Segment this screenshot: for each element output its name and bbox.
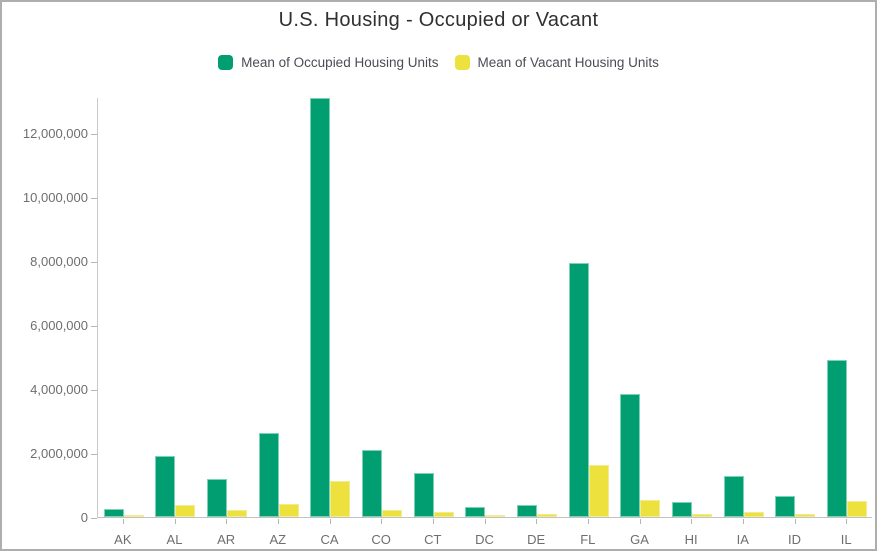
bar-group-AK: [98, 98, 150, 517]
x-axis-label-GA: GA: [630, 532, 649, 547]
bar-occupied-ID[interactable]: [775, 496, 796, 517]
x-axis-label-ID: ID: [787, 532, 801, 547]
x-axis-label-AL: AL: [166, 532, 183, 547]
bar-vacant-DC[interactable]: [485, 515, 506, 517]
x-axis-label-FL: FL: [580, 532, 596, 547]
bar-occupied-IL[interactable]: [827, 360, 848, 517]
x-axis-label-DC: DC: [475, 532, 494, 547]
y-axis-tick-label: 2,000,000: [30, 446, 88, 461]
bar-group-FL: [563, 98, 615, 517]
bar-occupied-HI[interactable]: [672, 501, 693, 517]
y-axis-tick-label: 6,000,000: [30, 318, 88, 333]
bar-vacant-AR[interactable]: [227, 509, 248, 517]
y-axis-tick-mark: [91, 261, 97, 263]
x-axis-tick-mark: [484, 519, 486, 524]
bar-vacant-CA[interactable]: [330, 481, 351, 517]
legend-item-vacant[interactable]: Mean of Vacant Housing Units: [454, 55, 659, 70]
bar-group-HI: [666, 98, 718, 517]
y-axis-tick-label: 8,000,000: [30, 254, 88, 269]
bar-occupied-CA[interactable]: [310, 97, 331, 517]
chart-title: U.S. Housing - Occupied or Vacant: [278, 9, 599, 31]
bar-occupied-AK[interactable]: [103, 508, 124, 517]
y-axis-tick-label: 4,000,000: [30, 382, 88, 397]
x-axis-label-AZ: AZ: [269, 532, 287, 547]
x-axis-label-CA: CA: [320, 532, 339, 547]
bar-vacant-CO[interactable]: [382, 509, 403, 517]
y-axis-tick-mark: [91, 389, 97, 391]
legend-label-occupied: Mean of Occupied Housing Units: [241, 55, 439, 70]
bar-vacant-IL[interactable]: [847, 501, 868, 517]
bar-occupied-AL[interactable]: [155, 456, 176, 517]
y-axis-tick-label: 10,000,000: [22, 190, 88, 205]
bar-vacant-FL[interactable]: [588, 465, 609, 517]
x-axis-label-IL: IL: [840, 532, 852, 547]
bar-occupied-CO[interactable]: [362, 449, 383, 517]
x-axis-tick-mark: [174, 519, 176, 524]
x-axis-label-DE: DE: [527, 532, 546, 547]
bar-vacant-GA[interactable]: [640, 500, 661, 517]
bar-group-AR: [201, 98, 253, 517]
bar-vacant-AZ[interactable]: [278, 503, 299, 517]
y-axis-tick-label: 12,000,000: [22, 126, 88, 141]
x-axis-tick-mark: [639, 519, 641, 524]
bar-group-IA: [718, 98, 770, 517]
bar-vacant-AK[interactable]: [123, 514, 144, 517]
x-axis-tick-mark: [691, 519, 693, 524]
x-axis-tick-mark: [277, 519, 279, 524]
bar-occupied-DE[interactable]: [517, 504, 538, 517]
x-axis-tick-mark: [381, 519, 383, 524]
bar-occupied-AR[interactable]: [207, 479, 228, 517]
bar-vacant-ID[interactable]: [795, 513, 816, 517]
y-axis-tick-mark: [91, 453, 97, 455]
bar-group-CO: [356, 98, 408, 517]
bar-vacant-CT[interactable]: [433, 512, 454, 517]
bar-vacant-AL[interactable]: [175, 504, 196, 517]
x-axis-label-AR: AR: [217, 532, 236, 547]
bar-group-AZ: [253, 98, 305, 517]
x-axis-tick-mark: [432, 519, 434, 524]
bar-group-GA: [615, 98, 667, 517]
y-axis-tick-mark: [91, 133, 97, 135]
x-axis-tick-mark: [742, 519, 744, 524]
bar-vacant-DE[interactable]: [537, 513, 558, 517]
bar-group-AL: [150, 98, 202, 517]
bar-group-IL: [821, 98, 873, 517]
y-axis-tick-mark: [91, 325, 97, 327]
vacant-series-swatch-icon: [454, 55, 470, 70]
y-axis-tick-label: 0: [80, 510, 88, 525]
bar-group-CA: [305, 97, 357, 517]
bar-group-ID: [770, 98, 822, 517]
bar-vacant-HI[interactable]: [692, 513, 713, 517]
x-axis-label-AK: AK: [114, 532, 132, 547]
y-axis-tick-mark: [91, 197, 97, 199]
x-axis-tick-mark: [536, 519, 538, 524]
x-axis-tick-mark: [122, 519, 124, 524]
x-axis-label-CO: CO: [371, 532, 391, 547]
x-axis-label-HI: HI: [684, 532, 698, 547]
bar-group-DC: [460, 98, 512, 517]
plot-area: [97, 97, 873, 518]
legend: Mean of Occupied Housing Units Mean of V…: [2, 55, 875, 70]
x-axis-tick-mark: [329, 519, 331, 524]
bar-occupied-AZ[interactable]: [258, 432, 279, 517]
bar-occupied-IA[interactable]: [723, 476, 744, 517]
x-axis-tick-mark: [587, 519, 589, 524]
bar-group-CT: [408, 98, 460, 517]
bar-vacant-IA[interactable]: [743, 512, 764, 517]
x-axis-label-IA: IA: [736, 532, 749, 547]
x-axis-label-CT: CT: [424, 532, 442, 547]
x-axis-tick-mark: [846, 519, 848, 524]
x-axis-tick-mark: [794, 519, 796, 524]
legend-item-occupied[interactable]: Mean of Occupied Housing Units: [218, 55, 439, 70]
occupied-series-swatch-icon: [218, 55, 234, 70]
x-axis-tick-mark: [226, 519, 228, 524]
bar-occupied-GA[interactable]: [620, 394, 641, 517]
legend-label-vacant: Mean of Vacant Housing Units: [477, 55, 659, 70]
bar-occupied-DC[interactable]: [465, 507, 486, 517]
bar-occupied-CT[interactable]: [413, 472, 434, 517]
bar-occupied-FL[interactable]: [568, 262, 589, 517]
y-axis-tick-mark: [91, 517, 97, 519]
bar-group-DE: [511, 98, 563, 517]
